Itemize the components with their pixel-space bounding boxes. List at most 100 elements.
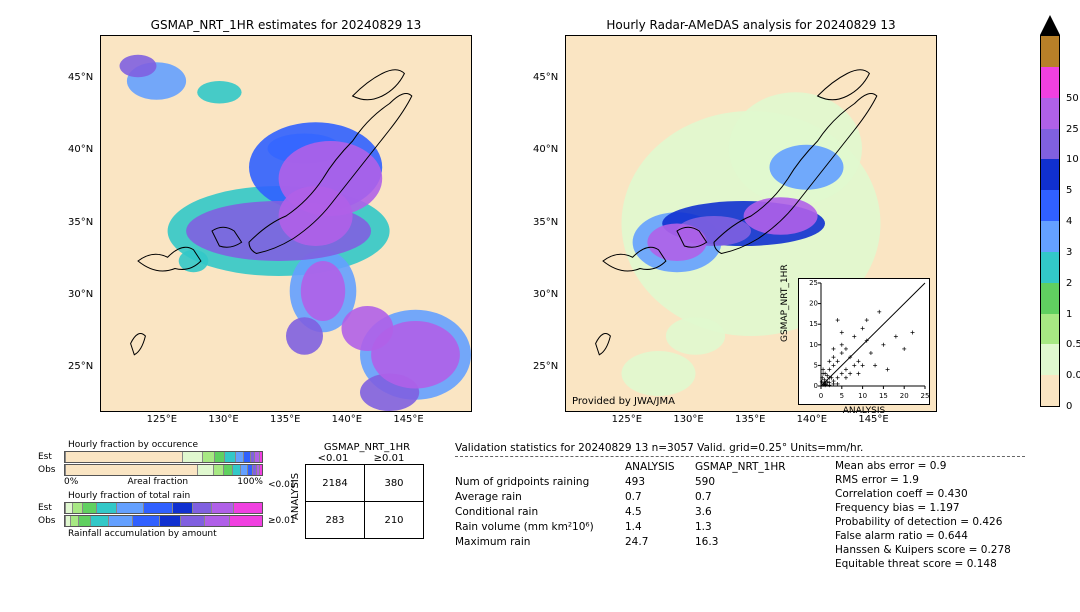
colorbar-segment bbox=[1041, 36, 1059, 67]
map-xtick: 125°E bbox=[147, 414, 177, 425]
svg-text:5: 5 bbox=[814, 361, 818, 369]
error-stat-row: False alarm ratio = 0.644 bbox=[835, 530, 1055, 542]
fraction-segment bbox=[259, 452, 262, 462]
ct-10: 283 bbox=[306, 502, 365, 539]
fraction-segment bbox=[90, 516, 108, 526]
fraction-segment bbox=[65, 503, 72, 513]
svg-text:15: 15 bbox=[809, 320, 818, 328]
svg-text:10: 10 bbox=[809, 341, 818, 349]
svg-text:20: 20 bbox=[809, 300, 818, 308]
fraction-segment bbox=[65, 452, 182, 462]
fraction-segment bbox=[72, 503, 82, 513]
fb-axis-label: Areal fraction bbox=[127, 477, 188, 487]
colorbar-segment bbox=[1041, 190, 1059, 221]
validation-row: Conditional rain 4.5 3.6 bbox=[455, 506, 825, 518]
colorbar-segment bbox=[1041, 129, 1059, 160]
fraction-segment bbox=[211, 503, 233, 513]
map-xtick: 140°E bbox=[332, 414, 362, 425]
ct-col-ge: ≥0.01 bbox=[361, 453, 417, 464]
map-xtick: 145°E bbox=[858, 414, 888, 425]
fraction-segment bbox=[233, 503, 262, 513]
map-credit: Provided by JWA/JMA bbox=[572, 396, 675, 407]
fraction-segment bbox=[96, 503, 116, 513]
fraction-segment bbox=[108, 516, 131, 526]
colorbar-segment bbox=[1041, 252, 1059, 283]
contingency-table: 2184380 283210 bbox=[305, 464, 424, 539]
validation-block: Validation statistics for 20240829 13 n=… bbox=[455, 442, 825, 551]
fraction-segment bbox=[82, 503, 96, 513]
map-xtick: 145°E bbox=[393, 414, 423, 425]
colorbar-tick: 3 bbox=[1066, 247, 1072, 258]
ct-01: 380 bbox=[365, 465, 424, 502]
map-ytick: 25°N bbox=[533, 361, 558, 372]
colorbar-segment bbox=[1041, 159, 1059, 190]
colorbar-tick: 5 bbox=[1066, 185, 1072, 196]
colorbar-tick: 10 bbox=[1066, 154, 1079, 165]
fraction-segment bbox=[235, 452, 243, 462]
colorbar-tick: 0.5 bbox=[1066, 339, 1080, 350]
colorbar: 00.010.512345102550 bbox=[1040, 35, 1060, 407]
fraction-bars-block: Hourly fraction by occurence Est Obs 0% … bbox=[38, 440, 263, 539]
fraction-segment bbox=[197, 465, 213, 475]
contingency-block: GSMAP_NRT_1HR ANALYSIS <0.01 ≥0.01 21843… bbox=[290, 442, 424, 539]
fraction-segment bbox=[116, 503, 143, 513]
fraction-segment bbox=[192, 503, 212, 513]
fb-occ-est bbox=[64, 451, 263, 463]
map-ytick: 40°N bbox=[68, 144, 93, 155]
scatter-ylabel: GSMAP_NRT_1HR bbox=[780, 264, 790, 342]
ct-col-lt: <0.01 bbox=[305, 453, 361, 464]
error-stat-row: Hanssen & Kuipers score = 0.278 bbox=[835, 544, 1055, 556]
fb-est-label2: Est bbox=[38, 503, 64, 513]
colorbar-tick: 0 bbox=[1066, 401, 1072, 412]
fb-obs-label2: Obs bbox=[38, 516, 64, 526]
colorbar-tick: 2 bbox=[1066, 278, 1072, 289]
error-stat-row: Correlation coeff = 0.430 bbox=[835, 488, 1055, 500]
fraction-segment bbox=[180, 516, 203, 526]
fraction-segment bbox=[213, 465, 223, 475]
map-ytick: 35°N bbox=[68, 217, 93, 228]
fraction-segment bbox=[78, 516, 90, 526]
fb-tot-obs bbox=[64, 515, 263, 527]
map-ytick: 30°N bbox=[68, 289, 93, 300]
left-map-title: GSMAP_NRT_1HR estimates for 20240829 13 bbox=[101, 18, 471, 32]
fraction-accum-title: Rainfall accumulation by amount bbox=[68, 529, 263, 539]
fraction-segment bbox=[65, 465, 197, 475]
fraction-segment bbox=[182, 452, 202, 462]
colorbar-tick: 50 bbox=[1066, 93, 1079, 104]
svg-text:20: 20 bbox=[900, 392, 909, 400]
error-stat-row: Mean abs error = 0.9 bbox=[835, 460, 1055, 472]
colorbar-segment bbox=[1041, 314, 1059, 345]
error-stat-row: Probability of detection = 0.426 bbox=[835, 516, 1055, 528]
validation-row: Num of gridpoints raining 493 590 bbox=[455, 476, 825, 488]
fb-axis-min: 0% bbox=[64, 477, 78, 487]
map-xtick: 140°E bbox=[797, 414, 827, 425]
fraction-segment bbox=[223, 465, 231, 475]
fraction-segment bbox=[224, 452, 234, 462]
svg-text:15: 15 bbox=[879, 392, 888, 400]
fraction-segment bbox=[204, 516, 229, 526]
colorbar-segment bbox=[1041, 375, 1059, 406]
ct-00: 2184 bbox=[306, 465, 365, 502]
error-stats-block: Mean abs error = 0.9RMS error = 1.9Corre… bbox=[835, 458, 1055, 572]
error-stat-row: Equitable threat score = 0.148 bbox=[835, 558, 1055, 570]
ct-row-ge: ≥0.01 bbox=[268, 516, 296, 526]
colorbar-tick: 0.01 bbox=[1066, 370, 1080, 381]
fraction-segment bbox=[202, 452, 214, 462]
svg-text:25: 25 bbox=[809, 279, 818, 287]
ct-row-lt: <0.01 bbox=[268, 480, 296, 490]
colorbar-segment bbox=[1041, 344, 1059, 375]
map-xtick: 130°E bbox=[673, 414, 703, 425]
fb-obs-label: Obs bbox=[38, 465, 64, 475]
validation-row: Average rain 0.7 0.7 bbox=[455, 491, 825, 503]
map-ytick: 45°N bbox=[68, 72, 93, 83]
error-stat-row: Frequency bias = 1.197 bbox=[835, 502, 1055, 514]
scatter-inset: 00551010151520202525 ANALYSIS GSMAP_NRT_… bbox=[798, 278, 930, 405]
validation-title: Validation statistics for 20240829 13 n=… bbox=[455, 442, 1025, 457]
fraction-segment bbox=[240, 465, 247, 475]
map-xtick: 130°E bbox=[208, 414, 238, 425]
map-xtick: 135°E bbox=[270, 414, 300, 425]
val-col1: ANALYSIS bbox=[625, 461, 695, 473]
validation-row: Rain volume (mm km²10⁶) 1.4 1.3 bbox=[455, 521, 825, 533]
scatter-plot: 00551010151520202525 bbox=[799, 279, 929, 404]
fraction-segment bbox=[259, 465, 262, 475]
